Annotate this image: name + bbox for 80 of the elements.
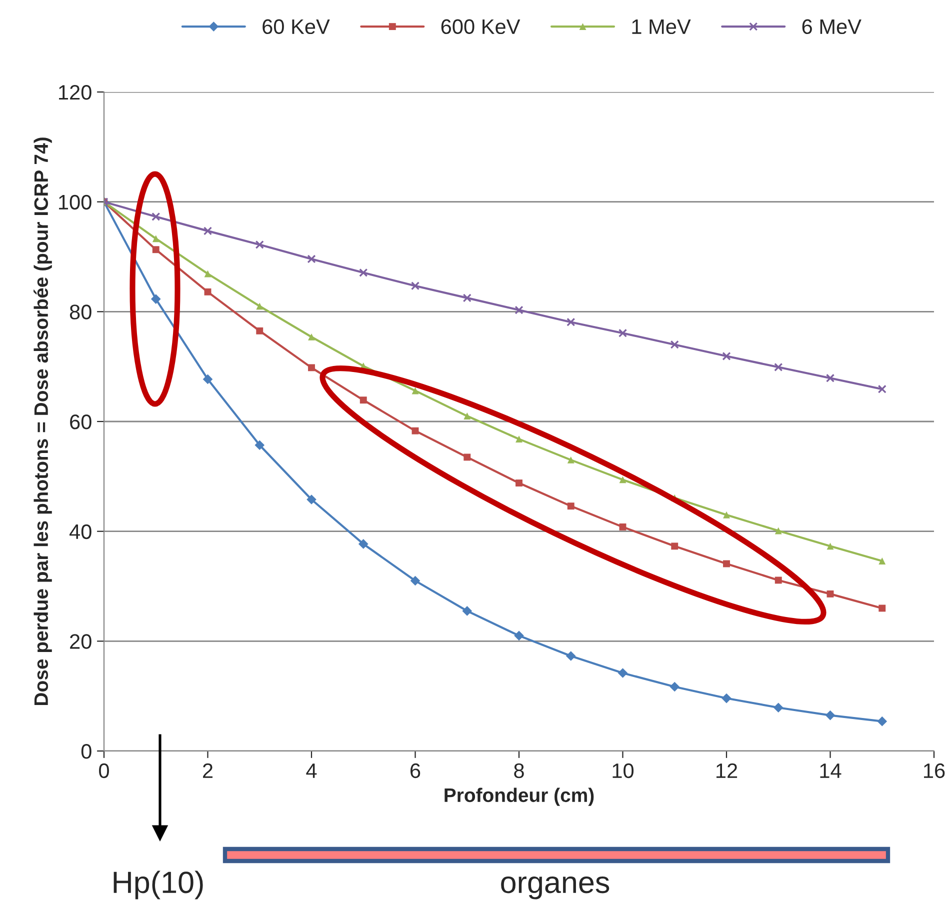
point xyxy=(826,542,834,550)
point xyxy=(360,396,367,404)
point xyxy=(878,558,886,564)
y-tick-label: 120 xyxy=(59,85,92,100)
point xyxy=(462,606,472,616)
legend-label: 1 MeV xyxy=(632,20,691,34)
point xyxy=(464,412,471,420)
x-tick-label: 2 xyxy=(203,763,212,778)
point xyxy=(256,302,264,310)
point xyxy=(308,364,315,372)
legend-label: 6 MeV xyxy=(802,19,862,34)
point xyxy=(670,340,679,349)
point xyxy=(619,523,626,530)
text: Hp(10) xyxy=(114,870,203,900)
point xyxy=(202,374,213,384)
point xyxy=(204,288,212,296)
y-axis-title: Dose perdue par les photons = Dose absorbée (pour ICRP 74) xyxy=(34,138,52,705)
y-tick-label: 80 xyxy=(70,304,92,320)
text: organes xyxy=(501,876,610,900)
y-tick-label: 60 xyxy=(70,414,92,430)
point xyxy=(152,235,160,242)
point xyxy=(670,682,680,692)
point xyxy=(410,576,420,586)
point xyxy=(826,374,835,382)
x-tick-label: 14 xyxy=(820,764,842,778)
point xyxy=(618,668,628,678)
point xyxy=(308,333,315,340)
point xyxy=(256,327,264,334)
x-tick-label: 6 xyxy=(410,763,420,778)
point xyxy=(878,604,886,612)
point xyxy=(464,454,471,461)
legend-label: 60 KeV xyxy=(262,19,330,34)
y-tick-label: 0 xyxy=(81,744,92,759)
y-tick-label: 40 xyxy=(70,524,92,540)
point xyxy=(567,502,574,510)
point xyxy=(722,352,731,360)
point xyxy=(774,576,782,584)
point xyxy=(825,710,836,720)
point xyxy=(359,268,368,277)
legend-label: 600 KeV xyxy=(441,19,520,34)
point xyxy=(723,560,730,568)
x-tick-label: 0 xyxy=(99,763,109,778)
point xyxy=(826,590,834,598)
point xyxy=(877,716,888,726)
point xyxy=(671,542,678,550)
point xyxy=(203,226,212,236)
x-tick-label: 4 xyxy=(306,764,317,778)
x-tick-label: 10 xyxy=(612,763,634,778)
point xyxy=(774,527,782,534)
point xyxy=(566,651,576,661)
point xyxy=(412,427,419,434)
point xyxy=(516,436,522,443)
point xyxy=(150,294,161,304)
point xyxy=(774,362,783,372)
point xyxy=(514,630,524,641)
point xyxy=(306,494,316,504)
point xyxy=(878,384,886,394)
x-axis-title: Profondeur (cm) xyxy=(444,788,594,806)
point xyxy=(773,702,784,713)
y-tick-label: 20 xyxy=(70,634,92,649)
y-tick-label: 100 xyxy=(59,194,92,210)
x-tick-label: 8 xyxy=(514,763,524,778)
x-tick-label: 16 xyxy=(924,763,945,778)
point xyxy=(410,282,420,290)
point xyxy=(152,246,160,254)
x-tick-label: 12 xyxy=(716,763,738,778)
point xyxy=(358,539,368,549)
point xyxy=(722,693,732,704)
point xyxy=(514,306,524,314)
point xyxy=(462,294,472,302)
point xyxy=(255,240,264,249)
point xyxy=(723,511,730,518)
point xyxy=(566,318,576,326)
point xyxy=(516,480,522,486)
point xyxy=(307,254,316,264)
point xyxy=(152,212,160,221)
point xyxy=(618,328,628,338)
point xyxy=(567,456,574,464)
point xyxy=(619,476,626,484)
point xyxy=(254,440,265,450)
